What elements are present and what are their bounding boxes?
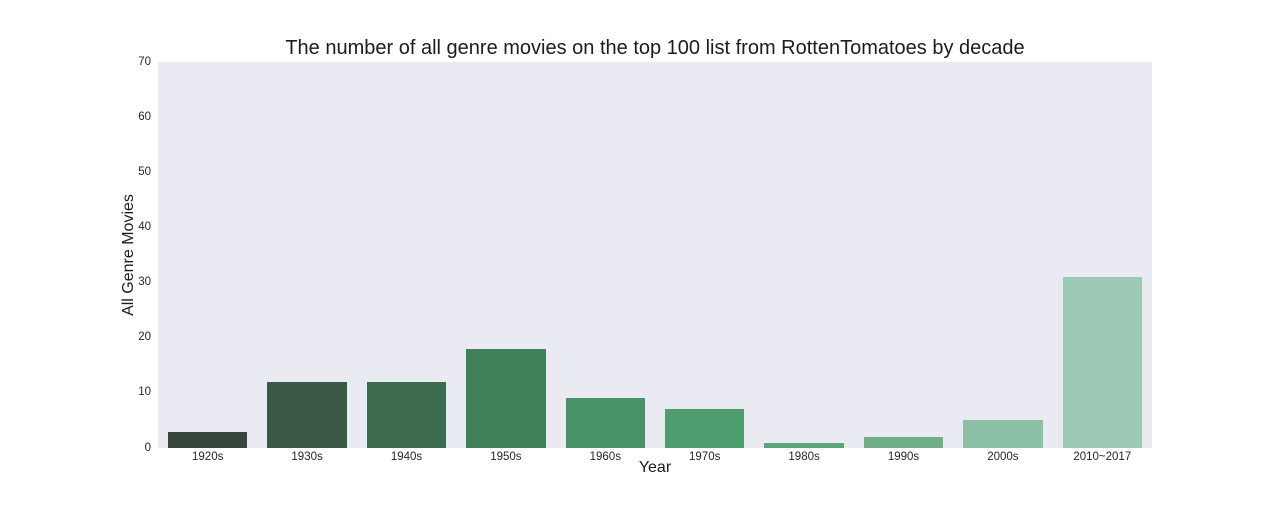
bar-1920s xyxy=(167,431,248,448)
bar-1990s xyxy=(863,437,944,448)
y-tick-label: 40 xyxy=(138,220,151,233)
plot-area xyxy=(158,62,1152,448)
y-axis-label-text: All Genre Movies xyxy=(120,194,138,316)
y-tick-label: 50 xyxy=(138,165,151,178)
bar-1950s xyxy=(466,348,546,448)
x-tick-label: 2000s xyxy=(987,451,1019,463)
bar-2000s xyxy=(963,420,1043,448)
x-tick-label: 1950s xyxy=(490,451,522,463)
x-tick-label: 1940s xyxy=(390,451,423,463)
x-tick-label: 1970s xyxy=(689,451,721,463)
y-tick-label: 70 xyxy=(138,55,151,68)
bar-2010~2017 xyxy=(1062,277,1142,448)
x-tick-label: 1920s xyxy=(192,451,224,463)
bar-1980s xyxy=(764,442,844,448)
y-tick-label: 20 xyxy=(138,331,151,344)
x-axis-label: Year xyxy=(638,459,672,476)
bar-1960s xyxy=(565,398,645,448)
chart-title: The number of all genre movies on the to… xyxy=(285,37,1025,59)
x-tick-label: 1980s xyxy=(788,451,820,463)
y-tick-label: 10 xyxy=(138,386,151,399)
x-tick-label: 1930s xyxy=(291,451,323,463)
x-tick-label: 2010~2017 xyxy=(1073,451,1132,463)
bar-1930s xyxy=(267,381,347,448)
bar-1970s xyxy=(664,409,745,448)
bar-1940s xyxy=(366,381,447,448)
y-tick-label: 60 xyxy=(138,110,151,123)
x-tick-label: 1990s xyxy=(887,451,920,463)
y-tick-label: 0 xyxy=(144,441,151,454)
y-tick-label: 30 xyxy=(138,276,151,289)
x-tick-label: 1960s xyxy=(589,451,621,463)
